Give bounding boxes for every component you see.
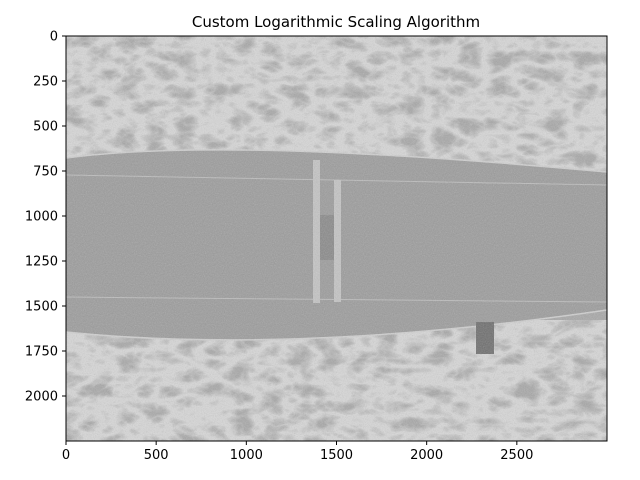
x-tick-label: 2500: [500, 448, 533, 463]
y-tick-label: 1500: [25, 300, 58, 315]
x-tick-label: 0: [62, 448, 70, 463]
x-tick-label: 1500: [320, 448, 353, 463]
image-heatmap: [66, 36, 607, 441]
y-tick-label: 1250: [25, 255, 58, 270]
x-axis: 0 500 1000 1500 2000 2500: [62, 441, 533, 463]
chart-title: Custom Logarithmic Scaling Algorithm: [192, 13, 480, 31]
x-tick-label: 500: [144, 448, 169, 463]
y-tick-label: 1750: [25, 345, 58, 360]
x-tick-label: 2000: [410, 448, 443, 463]
image-noise: [66, 36, 607, 441]
y-tick-label: 750: [33, 165, 58, 180]
y-tick-label: 250: [33, 75, 58, 90]
y-axis: 0 250 500 750 1000 1250 1500 1750 2000: [25, 30, 66, 405]
y-tick-label: 500: [33, 120, 58, 135]
y-tick-label: 2000: [25, 390, 58, 405]
y-tick-label: 1000: [25, 210, 58, 225]
x-tick-label: 1000: [230, 448, 263, 463]
y-tick-label: 0: [50, 30, 58, 45]
